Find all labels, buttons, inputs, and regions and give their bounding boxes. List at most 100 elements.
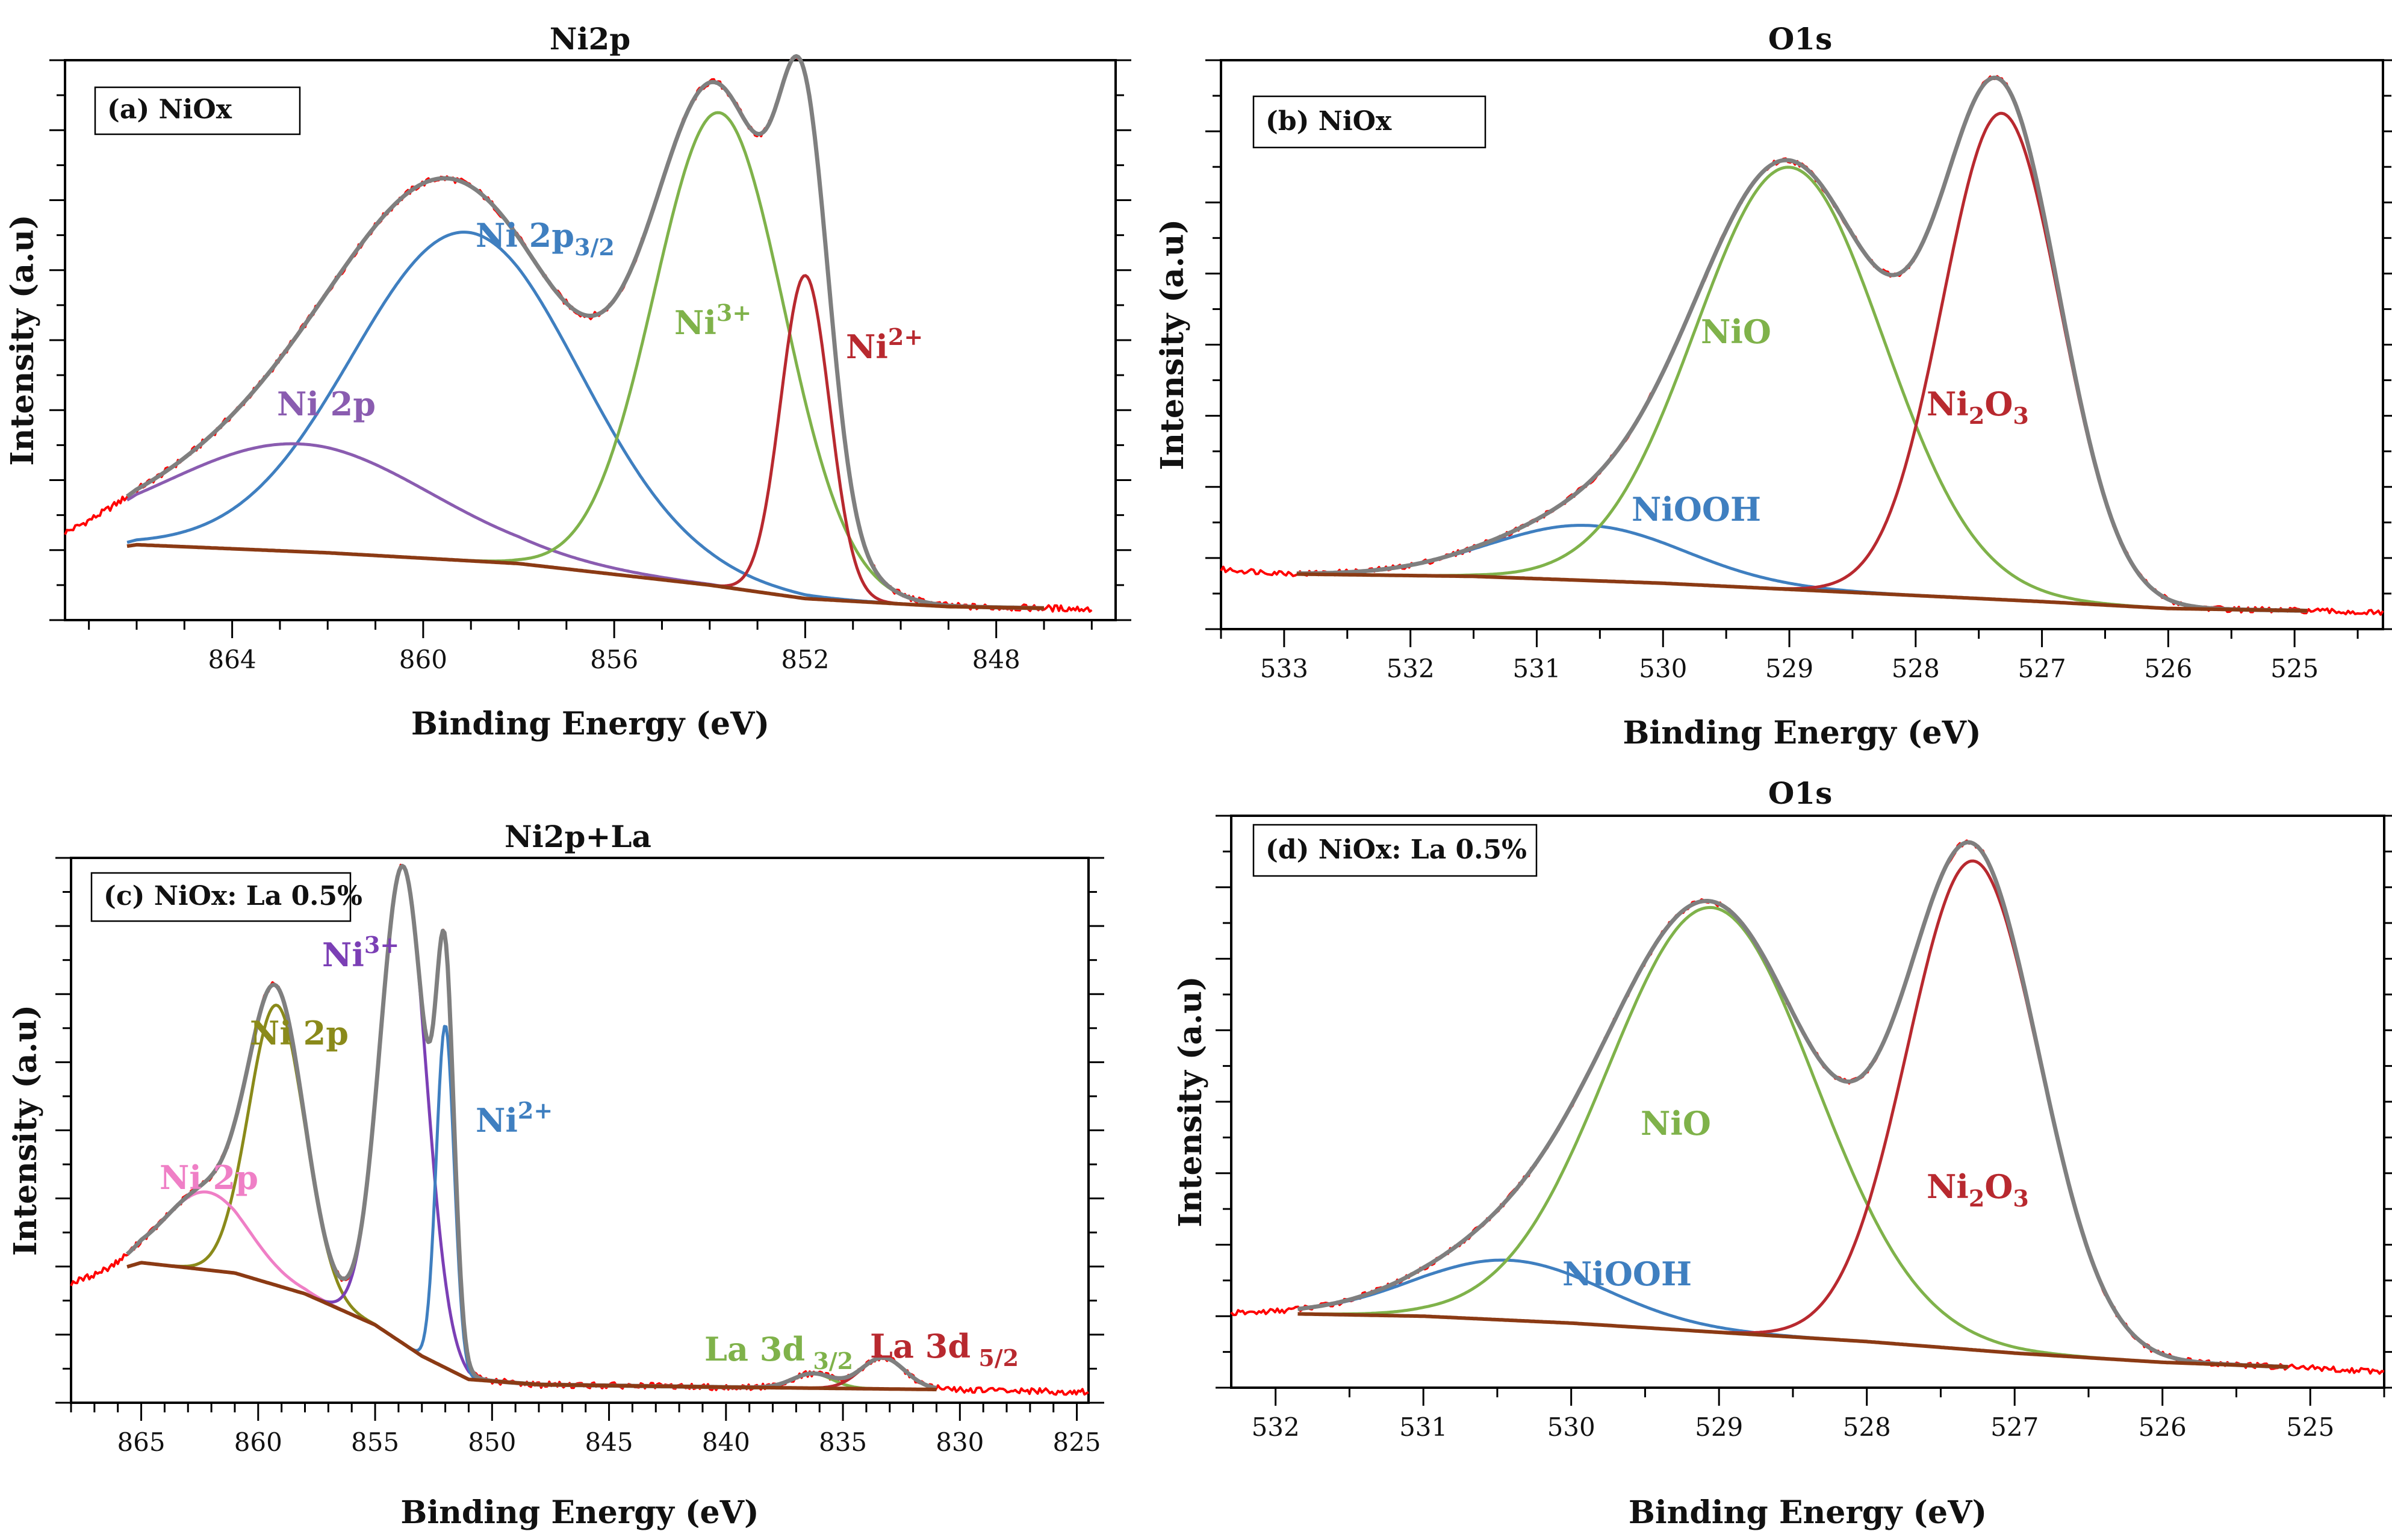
x-tick-label: 845 — [585, 1427, 633, 1457]
x-tick-label: 526 — [2144, 654, 2192, 683]
x-tick-label: 529 — [1765, 654, 1813, 683]
panel-title: O1s — [1768, 775, 1833, 811]
x-tick-label: 860 — [234, 1427, 282, 1457]
background-series — [1296, 572, 2308, 613]
peak-annotation: Ni2O3 — [1927, 1167, 2029, 1212]
x-axis-label: Binding Energy (eV) — [1623, 715, 1981, 751]
plot-frame — [1230, 815, 2385, 1389]
spectra — [70, 863, 1089, 1396]
x-tick-label: 855 — [351, 1427, 399, 1457]
panel-title: O1s — [1768, 21, 1833, 57]
y-axis — [1205, 59, 2392, 630]
peak-annotation: Ni3+ — [674, 299, 751, 342]
x-tick-label: 527 — [2018, 654, 2066, 683]
x-tick-label: 528 — [1892, 654, 1940, 683]
x-axis: 865 860 855 850 845 840 835 830 825 — [70, 1403, 1101, 1457]
x-axis-label: Binding Energy (eV) — [1629, 1494, 1987, 1531]
peak-annotation: NiOOH — [1562, 1255, 1692, 1293]
background-series — [126, 542, 1044, 610]
component-series — [126, 864, 937, 1391]
panel-title: Ni2p — [550, 21, 630, 57]
x-axis: 864 860 856 852 848 — [88, 620, 1093, 674]
panel-c: Ni2p+La 865 860 855 850 845 840 835 830 825 Bindin… — [7, 819, 1104, 1531]
component-series — [126, 1025, 937, 1391]
x-tick-label: 852 — [781, 645, 829, 674]
plot-frame — [70, 857, 1090, 1404]
peak-annotation: Ni2+ — [476, 1097, 553, 1140]
plot-frame — [64, 59, 1117, 621]
peak-annotation: NiO — [1641, 1104, 1711, 1143]
x-tick-label: 835 — [819, 1427, 867, 1457]
spectra — [1230, 839, 2385, 1375]
x-tick-label: 825 — [1052, 1427, 1101, 1457]
x-axis: 532 531 530 529 528 527 526 525 — [1252, 1388, 2385, 1442]
x-tick-label: 525 — [2286, 1412, 2334, 1442]
panel-tag-text: (c) NiOx: La 0.5% — [104, 881, 362, 911]
x-tick-label: 531 — [1512, 654, 1561, 683]
y-axis — [55, 857, 1104, 1404]
x-tick-label: 532 — [1252, 1412, 1300, 1442]
x-tick-label: 533 — [1260, 654, 1308, 683]
x-tick-label: 850 — [468, 1427, 516, 1457]
x-tick-label: 530 — [1547, 1412, 1595, 1442]
x-tick-label: 529 — [1695, 1412, 1743, 1442]
spectra — [1220, 75, 2384, 616]
x-tick-label: 526 — [2139, 1412, 2187, 1442]
x-tick-label: 865 — [117, 1427, 165, 1457]
panel-tag: (b) NiOx — [1252, 95, 1486, 149]
panel-tag-box — [94, 86, 301, 135]
envelope-series — [126, 54, 1045, 610]
component-series — [1297, 905, 2288, 1368]
panel-tag-box — [1252, 95, 1486, 149]
raw-data-series — [1220, 75, 2384, 616]
y-axis-label: Intensity (a.u) — [4, 214, 41, 465]
panel-a: Ni2p 864 860 856 852 848 Binding Energy (eV) In… — [4, 21, 1131, 742]
x-axis-label: Binding Energy (eV) — [411, 706, 769, 742]
envelope-series — [125, 863, 937, 1390]
panel-tag: (a) NiOx — [94, 86, 301, 135]
peak-annotation: Ni2O3 — [1927, 385, 2029, 429]
panel-tag-text: (a) NiOx — [107, 94, 232, 125]
raw-data-series — [1230, 839, 2385, 1375]
envelope-series — [1297, 840, 2288, 1369]
x-tick-label: 528 — [1843, 1412, 1891, 1442]
y-axis-label: Intensity (a.u) — [7, 1005, 44, 1256]
background-series — [1297, 1312, 2288, 1369]
y-axis — [49, 59, 1131, 621]
component-series — [1297, 1258, 2288, 1368]
x-tick-label: 531 — [1399, 1412, 1447, 1442]
x-tick-label: 530 — [1639, 654, 1687, 683]
peak-annotation: La 3d 5/2 — [870, 1327, 1019, 1371]
x-tick-label: 860 — [399, 645, 447, 674]
x-tick-label: 830 — [936, 1427, 984, 1457]
background-series — [126, 1261, 937, 1391]
component-series — [1296, 111, 2308, 612]
peak-annotation: Ni2+ — [846, 323, 923, 366]
peak-annotation: NiO — [1701, 312, 1771, 351]
peak-annotation: La 3d 3/2 — [704, 1330, 853, 1374]
x-tick-label: 848 — [972, 645, 1020, 674]
y-axis — [1216, 815, 2392, 1389]
x-tick-label: 525 — [2270, 654, 2319, 683]
raw-data-series — [70, 863, 1089, 1396]
x-tick-label: 840 — [702, 1427, 750, 1457]
peak-annotation: Ni 2p — [160, 1158, 258, 1197]
spectra — [64, 54, 1093, 613]
component-series — [126, 442, 1044, 610]
x-tick-label: 532 — [1387, 654, 1435, 683]
peak-annotation: Ni 2p — [277, 385, 376, 423]
raw-data-series — [64, 56, 1093, 613]
panel-tag-text: (b) NiOx — [1266, 106, 1392, 137]
x-axis-label: Binding Energy (eV) — [400, 1494, 759, 1531]
panel-tag: (c) NiOx: La 0.5% — [90, 872, 362, 922]
y-axis-label: Intensity (a.u) — [1154, 219, 1191, 470]
panel-tag-box — [1252, 824, 1538, 877]
panel-tag-box — [90, 872, 352, 922]
x-axis: 533 532 531 530 529 528 527 526 525 — [1220, 629, 2359, 683]
component-series — [1296, 524, 2308, 612]
panel-tag-text: (d) NiOx: La 0.5% — [1266, 834, 1527, 865]
peak-annotation: Ni 2p3/2 — [476, 216, 615, 261]
peak-annotation: Ni 2p — [250, 1014, 349, 1052]
x-tick-label: 864 — [208, 645, 256, 674]
